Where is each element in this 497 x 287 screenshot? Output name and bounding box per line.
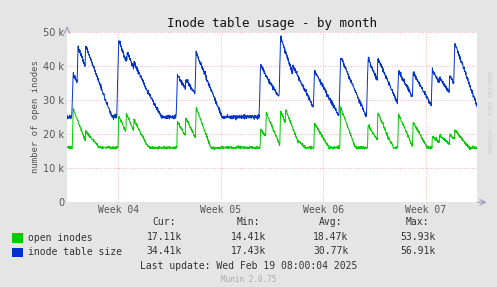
Text: Last update: Wed Feb 19 08:00:04 2025: Last update: Wed Feb 19 08:00:04 2025 bbox=[140, 261, 357, 271]
Text: 56.91k: 56.91k bbox=[400, 246, 435, 256]
Text: Munin 2.0.75: Munin 2.0.75 bbox=[221, 275, 276, 284]
Text: 17.11k: 17.11k bbox=[147, 232, 181, 242]
Text: 14.41k: 14.41k bbox=[231, 232, 266, 242]
Text: Cur:: Cur: bbox=[152, 217, 176, 227]
Text: Max:: Max: bbox=[406, 217, 429, 227]
Title: Inode table usage - by month: Inode table usage - by month bbox=[167, 18, 377, 30]
Text: 34.41k: 34.41k bbox=[147, 246, 181, 256]
Text: inode table size: inode table size bbox=[28, 247, 122, 257]
Text: 53.93k: 53.93k bbox=[400, 232, 435, 242]
Text: open inodes: open inodes bbox=[28, 233, 93, 243]
Text: 17.43k: 17.43k bbox=[231, 246, 266, 256]
Text: Avg:: Avg: bbox=[319, 217, 342, 227]
Text: Min:: Min: bbox=[237, 217, 260, 227]
Text: RRDTOOL / TOBI OETIKER: RRDTOOL / TOBI OETIKER bbox=[488, 71, 493, 153]
Y-axis label: number of open inodes: number of open inodes bbox=[31, 61, 40, 173]
Text: 30.77k: 30.77k bbox=[313, 246, 348, 256]
Text: 18.47k: 18.47k bbox=[313, 232, 348, 242]
